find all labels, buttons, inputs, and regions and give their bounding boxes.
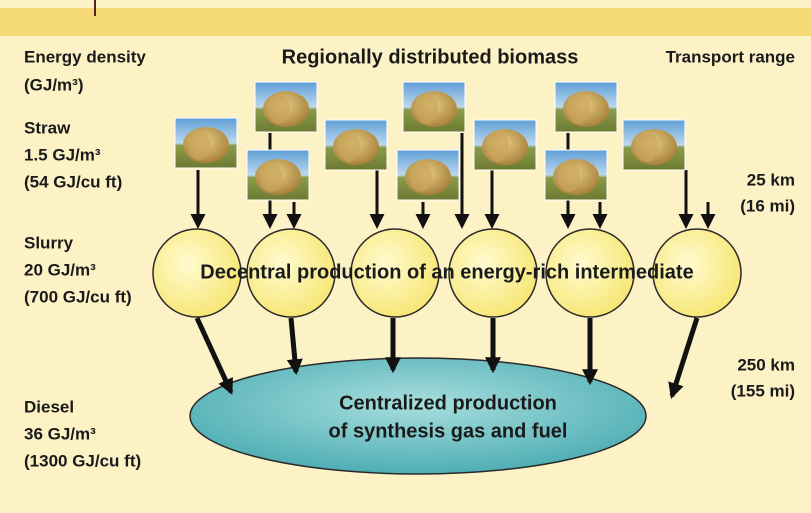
hay-bale-face xyxy=(410,162,432,192)
range: 25 km xyxy=(747,170,795,189)
level-density: 1.5 GJ/m³ xyxy=(24,145,101,164)
range: 250 km xyxy=(737,355,795,374)
hay-bale-face xyxy=(260,162,282,192)
hay-bale-face xyxy=(416,94,438,124)
level-density-alt: (54 GJ/cu ft) xyxy=(24,172,122,191)
hay-bale-image xyxy=(247,150,309,200)
level-density-alt: (1300 GJ/cu ft) xyxy=(24,451,141,470)
hay-bale-face xyxy=(268,94,290,124)
hay-bale-face xyxy=(487,132,509,162)
hay-bale-face xyxy=(338,132,360,162)
level-name: Straw xyxy=(24,118,71,137)
hay-bale-face xyxy=(188,130,210,160)
range: (16 mi) xyxy=(740,196,795,215)
hay-bale-image xyxy=(325,120,387,170)
level-density: 20 GJ/m³ xyxy=(24,260,96,279)
central-label: Centralized production xyxy=(339,392,557,414)
hay-bale-image xyxy=(175,118,237,168)
decentral-label: Decentral production of an energy-rich i… xyxy=(200,261,693,283)
right-heading: Transport range xyxy=(666,47,795,66)
hay-bale-image xyxy=(555,82,617,132)
central-label: of synthesis gas and fuel xyxy=(329,420,568,442)
level-density: 36 GJ/m³ xyxy=(24,424,96,443)
hay-bale-image xyxy=(474,120,536,170)
hay-bale-face xyxy=(636,132,658,162)
level-density-alt: (700 GJ/cu ft) xyxy=(24,287,132,306)
left-heading: (GJ/m³) xyxy=(24,75,84,94)
hay-bale-image xyxy=(403,82,465,132)
left-heading: Energy density xyxy=(24,47,146,66)
hay-bale-image xyxy=(623,120,685,170)
level-name: Diesel xyxy=(24,397,74,416)
title: Regionally distributed biomass xyxy=(282,46,579,68)
hay-bale-image xyxy=(255,82,317,132)
hay-bale-face xyxy=(558,162,580,192)
level-name: Slurry xyxy=(24,233,74,252)
hay-bale-face xyxy=(568,94,590,124)
hay-bale-image xyxy=(545,150,607,200)
central-ellipse xyxy=(190,358,646,474)
hay-bale-image xyxy=(397,150,459,200)
top-band xyxy=(0,8,811,36)
diagram: Energy density (GJ/m³) Regionally distri… xyxy=(0,0,811,513)
range: (155 mi) xyxy=(731,381,795,400)
